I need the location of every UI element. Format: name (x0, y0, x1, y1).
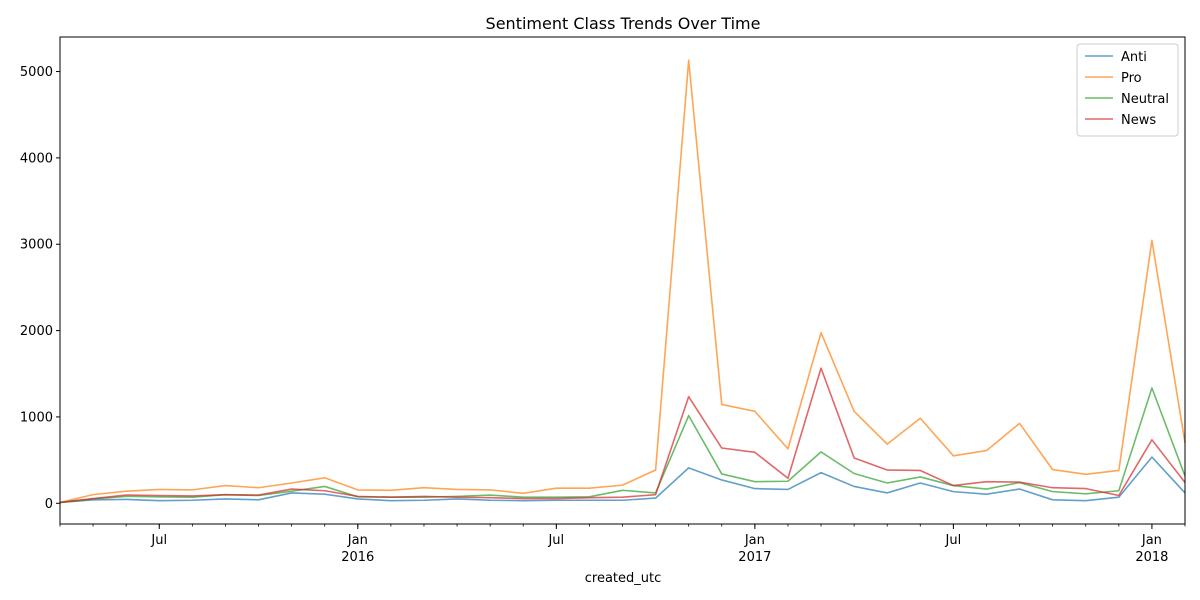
y-tick-label: 3000 (20, 238, 53, 253)
x-axis-label: created_utc (585, 571, 662, 586)
series-line-pro (59, 59, 1186, 504)
legend-label-anti: Anti (1121, 50, 1147, 65)
legend-label-neutral: Neutral (1121, 92, 1169, 107)
y-tick-label: 2000 (20, 324, 53, 339)
chart-title: Sentiment Class Trends Over Time (486, 14, 761, 33)
y-axis: 0 1000 2000 3000 4000 5000 (20, 65, 60, 512)
x-tick-label: Jul (547, 533, 564, 548)
series-lines (59, 59, 1186, 504)
legend-label-news: News (1121, 113, 1156, 128)
x-tick-label: Jan (1141, 533, 1162, 548)
x-tick-label: Jan (347, 533, 368, 548)
series-line-anti (59, 456, 1186, 504)
legend-label-pro: Pro (1121, 71, 1142, 86)
x-tick-year-label: 2018 (1135, 550, 1168, 565)
x-tick-label: Jul (945, 533, 962, 548)
y-tick-label: 1000 (20, 410, 53, 425)
x-axis: Jul Jan 2016 Jul Jan 2017 Jul Jan 2018 (59, 524, 1186, 565)
y-tick-label: 0 (45, 497, 53, 512)
legend-box (1076, 43, 1179, 137)
series-line-news (59, 367, 1186, 504)
x-tick-label: Jul (150, 533, 167, 548)
legend: Anti Pro Neutral News (1076, 43, 1179, 137)
x-tick-year-label: 2017 (738, 550, 771, 565)
x-tick-label: Jan (744, 533, 765, 548)
y-tick-label: 5000 (20, 65, 53, 80)
y-tick-label: 4000 (20, 151, 53, 166)
x-tick-year-label: 2016 (341, 550, 374, 565)
